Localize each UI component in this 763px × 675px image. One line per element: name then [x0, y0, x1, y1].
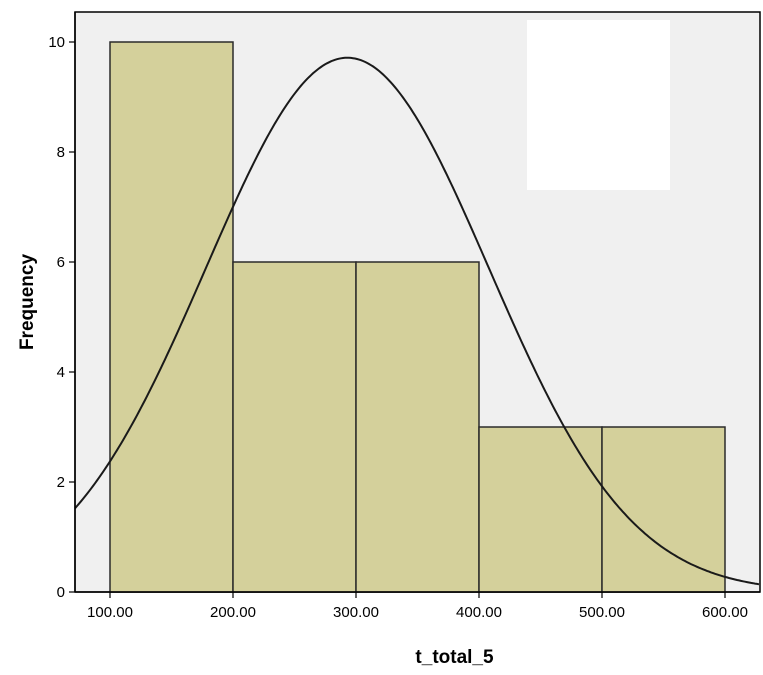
histogram-bar	[355, 261, 480, 593]
y-tick-label: 10	[48, 34, 65, 51]
normal-curve	[74, 56, 760, 586]
x-tick-label: 200.00	[210, 604, 256, 621]
histogram-bar	[478, 426, 603, 593]
x-tick-label: 400.00	[456, 604, 502, 621]
x-tick-label: 600.00	[702, 604, 748, 621]
histogram-bar	[232, 261, 357, 593]
y-tick-label: 6	[57, 254, 65, 271]
y-tick-label: 4	[57, 364, 65, 381]
x-axis-title: t_total_5	[415, 647, 494, 668]
y-tick-label: 0	[57, 584, 65, 601]
y-axis-title: Frequency	[17, 254, 38, 351]
y-tick-label: 8	[57, 144, 65, 161]
blank-inset-box	[527, 20, 670, 190]
x-tick-label: 100.00	[87, 604, 133, 621]
x-tick-label: 300.00	[333, 604, 379, 621]
x-tick-label: 500.00	[579, 604, 625, 621]
histogram-bar	[109, 41, 234, 593]
y-tick-label: 2	[57, 474, 65, 491]
histogram-bar	[601, 426, 726, 593]
